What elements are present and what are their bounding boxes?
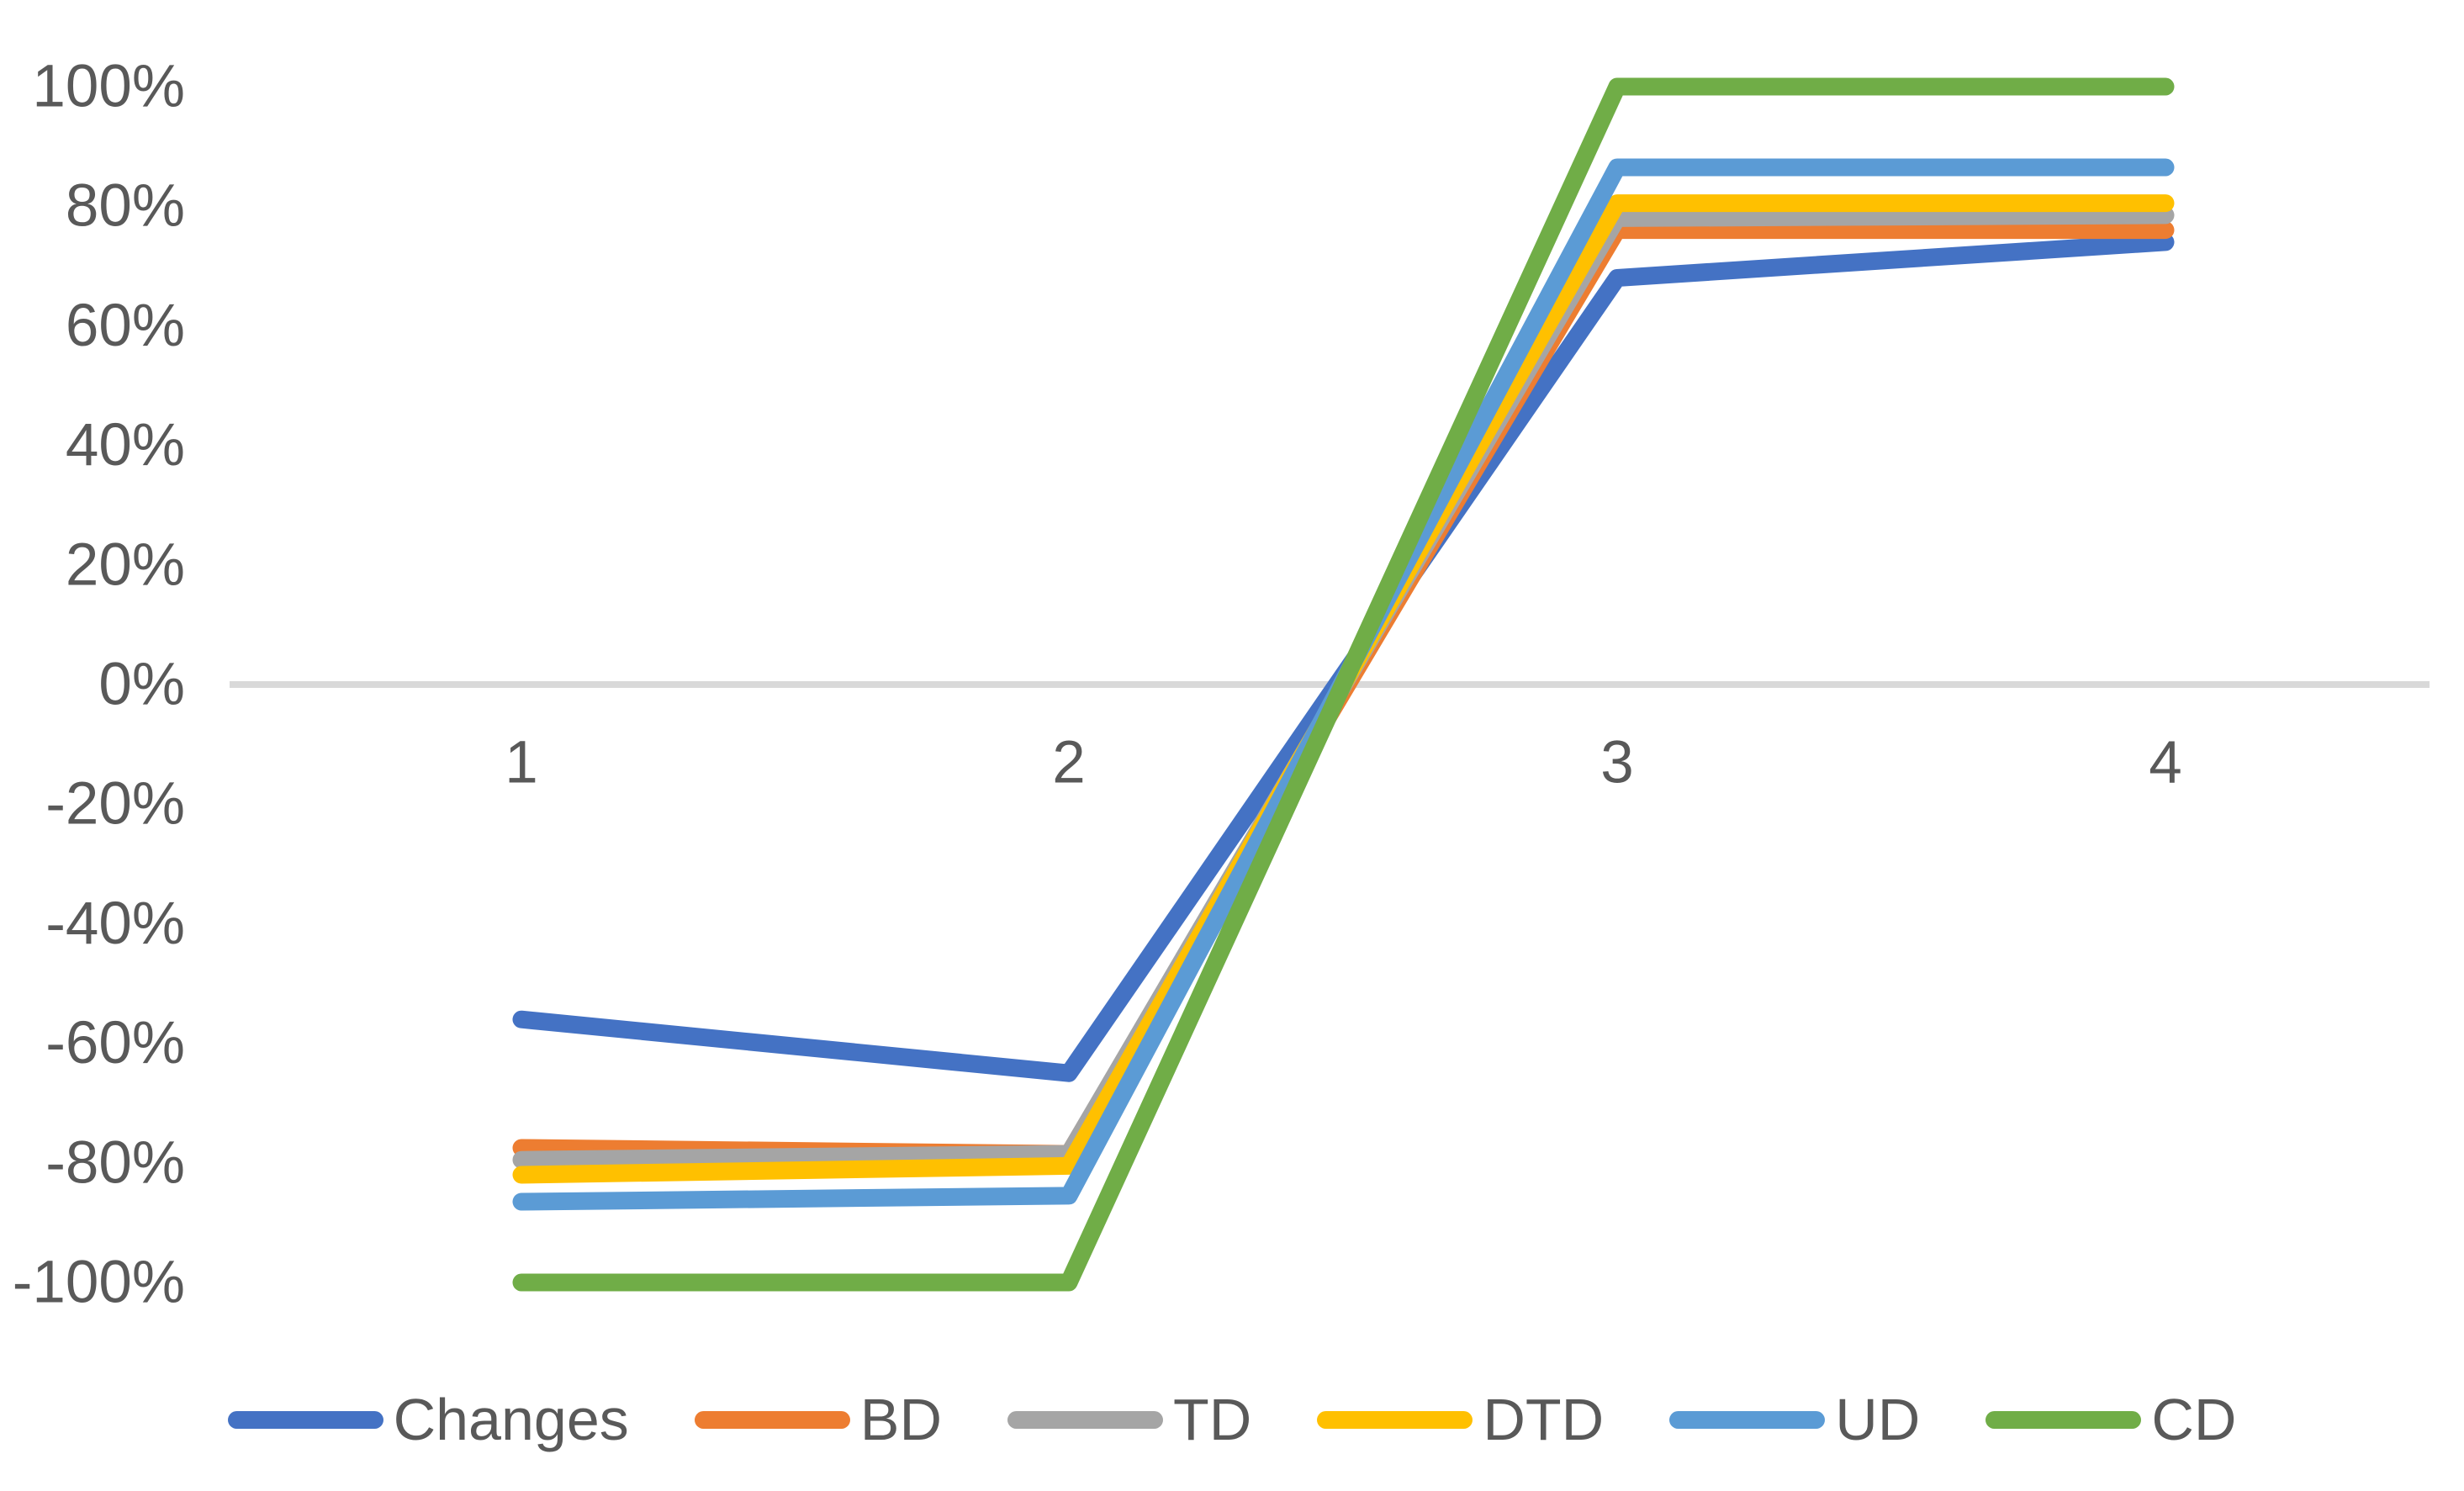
legend-swatch-cd <box>1985 1410 2142 1429</box>
y-axis-tick-label: 60% <box>66 293 185 359</box>
y-axis-tick-label: 20% <box>66 531 185 598</box>
legend-area: Changes BD TD DTD UD CD <box>0 1373 2464 1466</box>
x-axis-tick-label: 3 <box>1600 730 1634 796</box>
y-axis-tick-label: -20% <box>45 771 185 838</box>
legend-swatch-td <box>1007 1410 1164 1429</box>
y-axis-tick-label: 40% <box>66 412 185 478</box>
y-axis-tick-label: -100% <box>13 1250 185 1316</box>
legend-item-td: TD <box>1007 1386 1251 1453</box>
y-axis-tick-label: -60% <box>45 1010 185 1076</box>
legend-label: CD <box>2151 1387 2237 1452</box>
y-axis-tick-label: -40% <box>45 891 185 957</box>
y-axis-tick-label: -80% <box>45 1129 185 1196</box>
legend-item-bd: BD <box>694 1386 943 1453</box>
series-line-cd <box>512 77 2175 1292</box>
legend-swatch-ud <box>1669 1410 1826 1429</box>
legend-swatch-bd <box>694 1410 850 1429</box>
x-axis-tick-label: 1 <box>505 730 538 796</box>
legend-label: BD <box>859 1387 943 1452</box>
y-axis-tick-label: 0% <box>98 652 185 718</box>
series-line-changes <box>512 233 2175 1082</box>
y-axis-tick-label: 100% <box>32 54 185 120</box>
legend-label: DTD <box>1483 1387 1605 1452</box>
legend-label: Changes <box>393 1387 629 1452</box>
legend-label: UD <box>1835 1387 1921 1452</box>
x-axis-tick-label: 4 <box>2149 730 2182 796</box>
chart-legend: Changes BD TD DTD UD CD <box>0 1373 2464 1466</box>
axis-layer: 100% 80% 60% 40% 20% 0% -20% -40% -60% -80% -100% 1… <box>13 54 2182 1316</box>
legend-swatch-dtd <box>1317 1410 1473 1429</box>
legend-swatch-changes <box>227 1410 383 1429</box>
legend-item-dtd: DTD <box>1317 1386 1604 1453</box>
legend-label: TD <box>1173 1387 1252 1452</box>
series-layer <box>512 77 2175 1292</box>
legend-item-changes: Changes <box>227 1386 629 1453</box>
y-axis-tick-label: 80% <box>66 173 185 240</box>
legend-item-ud: UD <box>1669 1386 1920 1453</box>
x-axis-tick-label: 2 <box>1052 730 1086 796</box>
legend-item-cd: CD <box>1985 1386 2236 1453</box>
